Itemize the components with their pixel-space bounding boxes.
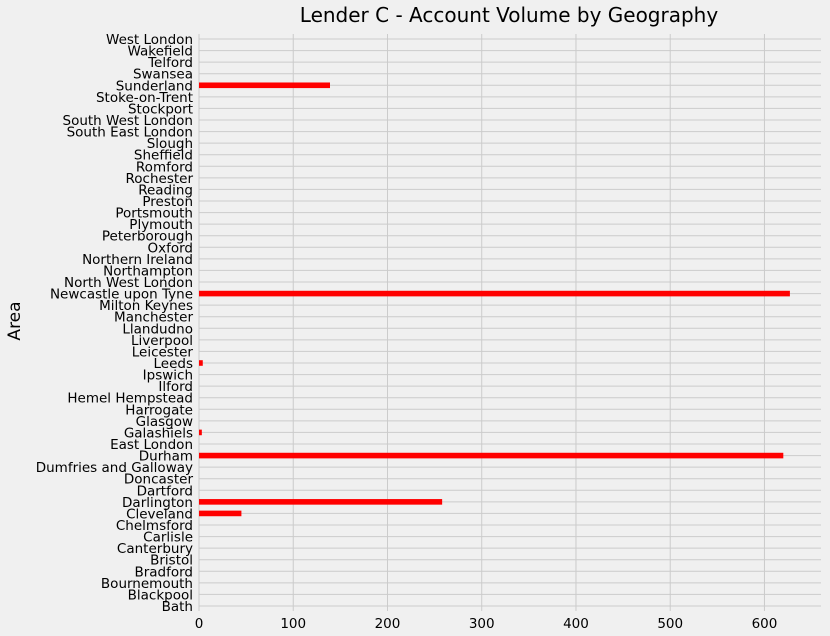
y-tick-label: Blackpool [128, 587, 193, 603]
x-tick-label: 300 [469, 616, 495, 632]
y-tick-label: Reading [138, 182, 193, 198]
y-tick-label: Stoke-on-Trent [96, 90, 193, 106]
bar-leeds [199, 360, 203, 366]
y-tick-label: Bournemouth [101, 576, 193, 592]
y-tick-label: East London [110, 437, 193, 453]
y-tick-label: North West London [64, 275, 193, 291]
chart-title: Lender C - Account Volume by Geography [300, 3, 719, 27]
y-tick-label: Chelmsford [116, 518, 193, 534]
y-tick-label: Romford [136, 159, 193, 175]
y-tick-label: Manchester [114, 310, 193, 326]
y-tick-label: Milton Keynes [99, 298, 193, 314]
y-tick-label: Durham [139, 449, 193, 465]
y-tick-label: Ilford [158, 379, 193, 395]
x-tick-labels: 0 100 200 300 400 500 600 [195, 616, 778, 632]
y-tick-label: Carlisle [143, 530, 193, 546]
y-tick-label: Bradford [134, 564, 193, 580]
y-tick-label: Plymouth [129, 217, 193, 233]
y-tick-label: Northern Ireland [82, 252, 193, 268]
y-tick-label: South East London [67, 125, 193, 141]
y-tick-label: Galashiels [124, 425, 193, 441]
y-tick-label: Peterborough [102, 229, 193, 245]
y-tick-label: Portsmouth [115, 206, 193, 222]
x-tick-label: 100 [280, 616, 306, 632]
bar-galashiels [199, 429, 202, 436]
y-tick-label: Doncaster [124, 472, 194, 488]
y-tick-labels: BathBlackpoolBournemouthBradfordBristolC… [36, 32, 194, 615]
y-tick-label: Ipswich [143, 368, 193, 384]
y-tick-label: Sheffield [134, 148, 193, 164]
y-tick-label: Llandudno [122, 321, 193, 337]
y-tick-label: Hemel Hempstead [67, 391, 193, 407]
bar-durham [199, 452, 784, 459]
y-tick-label: West London [106, 32, 193, 48]
y-tick-label: Telford [147, 55, 193, 71]
y-tick-label: Dumfries and Galloway [36, 460, 193, 476]
y-tick-label: Canterbury [117, 541, 193, 557]
y-tick-label: Dartford [137, 483, 193, 499]
y-tick-label: Bristol [150, 553, 193, 569]
y-tick-label: Leicester [132, 344, 194, 360]
y-tick-label: Northampton [103, 263, 193, 279]
y-tick-label: Swansea [133, 67, 193, 83]
y-tick-label: Rochester [126, 171, 194, 187]
y-tick-label: Slough [147, 136, 193, 152]
y-axis-label: Area [5, 301, 25, 340]
y-tick-label: Stockport [128, 101, 193, 117]
y-tick-label: Liverpool [131, 333, 193, 349]
bar-cleveland [199, 510, 242, 517]
bar-newcastle-upon-tyne [199, 290, 790, 297]
bars [199, 82, 790, 517]
y-tick-label: Leeds [154, 356, 194, 372]
y-tick-label: Wakefield [127, 44, 193, 60]
y-tick-label: Preston [142, 194, 193, 210]
x-tick-label: 0 [195, 616, 204, 632]
x-tick-label: 200 [375, 616, 401, 632]
y-tick-label: Sunderland [116, 78, 193, 94]
y-tick-label: Glasgow [136, 414, 193, 430]
y-tick-label: Harrogate [125, 402, 193, 418]
y-tick-label: Bath [162, 599, 193, 615]
y-tick-label: Darlington [122, 495, 193, 511]
bar-darlington [199, 499, 443, 505]
x-tick-label: 600 [752, 616, 778, 632]
bar-sunderland [199, 82, 330, 89]
x-tick-label: 400 [563, 616, 589, 632]
y-tick-label: South West London [63, 113, 194, 129]
y-tick-label: Cleveland [126, 506, 193, 522]
y-tick-label: Oxford [147, 240, 193, 256]
y-tick-label: Newcastle upon Tyne [50, 287, 193, 303]
x-tick-label: 500 [657, 616, 683, 632]
